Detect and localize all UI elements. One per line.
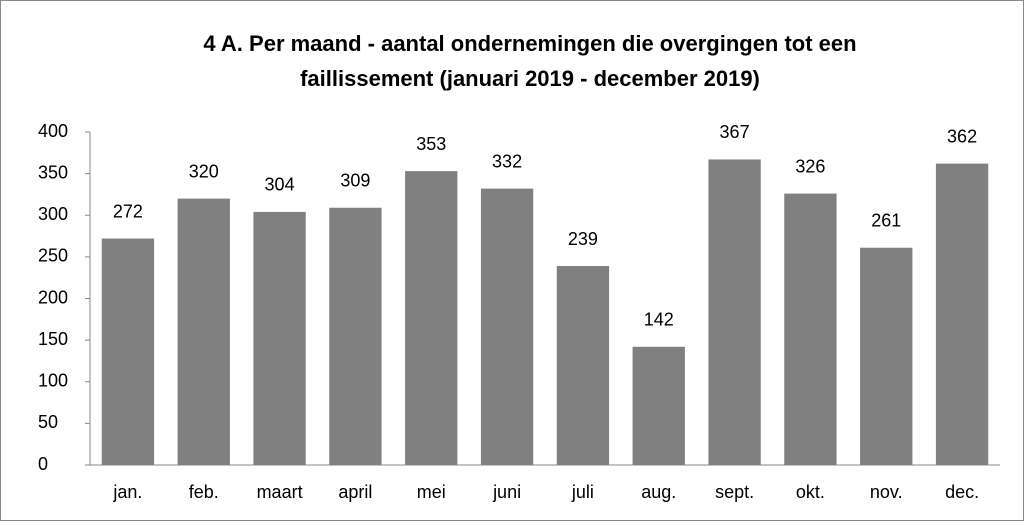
value-label: 332 xyxy=(492,151,522,171)
y-tick-label: 250 xyxy=(38,246,68,266)
bar xyxy=(253,211,306,465)
bar xyxy=(101,238,155,465)
value-label: 304 xyxy=(265,175,295,195)
x-tick-label: juni xyxy=(492,482,521,502)
y-tick-label: 0 xyxy=(38,454,48,474)
bar xyxy=(405,171,458,465)
x-tick-label: nov. xyxy=(870,482,903,502)
bar xyxy=(177,198,230,465)
value-label: 320 xyxy=(189,161,219,181)
x-tick-label: maart xyxy=(257,482,303,502)
bar xyxy=(860,247,913,465)
x-tick-label: feb. xyxy=(189,482,219,502)
value-label: 272 xyxy=(113,201,143,221)
chart-title: 4 A. Per maand - aantal ondernemingen di… xyxy=(203,31,856,56)
y-tick-label: 200 xyxy=(38,287,68,307)
value-label: 367 xyxy=(720,122,750,142)
x-tick-label: dec. xyxy=(945,482,979,502)
x-tick-label: mei xyxy=(417,482,446,502)
bar xyxy=(632,346,685,465)
bar xyxy=(784,193,837,466)
chart-title: faillissement (januari 2019 - december 2… xyxy=(300,66,760,91)
x-tick-label: april xyxy=(338,482,372,502)
bar xyxy=(708,159,761,465)
y-tick-label: 150 xyxy=(38,329,68,349)
bar xyxy=(480,188,534,466)
x-tick-label: jan. xyxy=(112,482,142,502)
x-tick-label: juli xyxy=(571,482,594,502)
y-tick-label: 300 xyxy=(38,204,68,224)
value-label: 353 xyxy=(416,134,446,154)
bar xyxy=(556,266,610,465)
bar xyxy=(329,207,382,465)
value-label: 326 xyxy=(795,156,825,176)
value-label: 309 xyxy=(340,171,370,191)
value-label: 261 xyxy=(871,210,901,230)
bar xyxy=(935,163,989,465)
value-label: 362 xyxy=(947,126,977,146)
y-tick-label: 100 xyxy=(38,371,68,391)
x-tick-label: okt. xyxy=(796,482,825,502)
y-tick-label: 400 xyxy=(38,121,68,141)
x-tick-label: sept. xyxy=(715,482,754,502)
y-tick-label: 50 xyxy=(38,412,58,432)
value-label: 239 xyxy=(568,229,598,249)
value-label: 142 xyxy=(644,310,674,330)
x-tick-label: aug. xyxy=(641,482,676,502)
y-tick-label: 350 xyxy=(38,162,68,182)
